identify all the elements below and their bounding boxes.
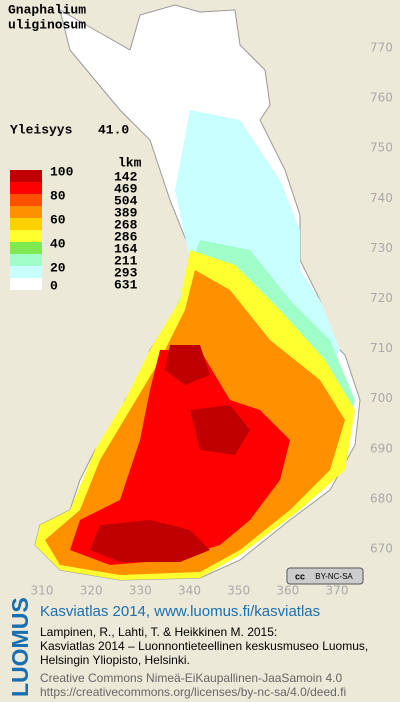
legend-swatch xyxy=(10,230,42,242)
badge-text: BY-NC-SA xyxy=(315,572,353,581)
legend-swatch xyxy=(10,182,42,194)
x-tick-label: 310 xyxy=(31,584,54,598)
x-tick-label: 350 xyxy=(227,584,250,598)
license-badge xyxy=(286,567,364,585)
legend-swatch xyxy=(10,254,42,266)
legend-swatch xyxy=(10,278,42,290)
y-tick-label: 670 xyxy=(370,542,393,556)
legend-level: 20 xyxy=(50,260,66,275)
species-name: uliginosum xyxy=(8,17,86,32)
y-tick-label: 710 xyxy=(370,341,393,355)
x-tick-label: 340 xyxy=(178,584,201,598)
legend-level: 100 xyxy=(50,164,74,179)
legend-swatch xyxy=(10,242,42,254)
y-tick-label: 720 xyxy=(370,291,393,305)
legend-count: 268 xyxy=(114,217,138,232)
legend-swatch xyxy=(10,194,42,206)
badge-icon: cc xyxy=(295,571,305,581)
legend-count: 504 xyxy=(114,193,138,208)
legend-swatch xyxy=(10,206,42,218)
legend-count: 389 xyxy=(114,205,138,220)
zone-red xyxy=(70,350,290,565)
legend-count: 164 xyxy=(114,241,138,256)
legend-level: 0 xyxy=(50,278,58,293)
citation: Lampinen, R., Lahti, T. & Heikkinen M. 2… xyxy=(40,625,277,639)
x-tick-label: 330 xyxy=(129,584,152,598)
footer: LUOMUS Kasviatlas 2014, www.luomus.fi/ka… xyxy=(7,597,368,699)
y-tick-label: 760 xyxy=(370,91,393,105)
axes: 770 760 750 740 730 720 710 700 690 680 670 310 320 3… xyxy=(31,41,393,598)
y-tick-label: 700 xyxy=(370,391,393,405)
legend-level: 80 xyxy=(50,188,66,203)
y-tick-label: 740 xyxy=(370,191,393,205)
y-tick-label: 750 xyxy=(370,141,393,155)
frequency-value: 41.0 xyxy=(98,122,129,137)
zone-dark-red xyxy=(90,520,210,562)
legend-level: 40 xyxy=(50,236,66,251)
y-tick-label: 770 xyxy=(370,41,393,55)
frequency-label: Yleisyys xyxy=(10,122,73,137)
legend-count: 293 xyxy=(114,265,138,280)
citation: Kasviatlas 2014 – Luonnontieteellinen ke… xyxy=(40,639,368,653)
atlas-link[interactable]: Kasviatlas 2014, www.luomus.fi/kasviatla… xyxy=(40,603,320,620)
legend-swatch xyxy=(10,266,42,278)
zone-dark-red xyxy=(190,405,250,455)
legend-swatch xyxy=(10,170,42,182)
x-tick-label: 360 xyxy=(276,584,299,598)
legend-level: 60 xyxy=(50,212,66,227)
y-tick-label: 690 xyxy=(370,441,393,455)
x-tick-label: 320 xyxy=(80,584,103,598)
species-name: Gnaphalium xyxy=(8,2,86,17)
legend-count: 631 xyxy=(114,277,138,292)
legend-count: 286 xyxy=(114,229,138,244)
zone-dark-red xyxy=(165,345,210,385)
y-tick-label: 680 xyxy=(370,491,393,505)
legend-count: 142 xyxy=(114,169,138,184)
legend-unit: lkm xyxy=(118,155,142,170)
legend-count: 469 xyxy=(114,181,138,196)
y-tick-label: 730 xyxy=(370,241,393,255)
map: cc BY-NC-SA xyxy=(34,4,364,585)
citation: Helsingin Yliopisto, Helsinki. xyxy=(40,653,190,667)
legend-count: 211 xyxy=(114,253,138,268)
license: Creative Commons Nimeä-EiKaupallinen-Jaa… xyxy=(40,671,342,685)
legend-swatch xyxy=(10,218,42,230)
license-url[interactable]: https://creativecommons.org/licenses/by-… xyxy=(40,685,346,699)
brand: LUOMUS xyxy=(7,597,33,697)
x-tick-label: 370 xyxy=(326,584,349,598)
